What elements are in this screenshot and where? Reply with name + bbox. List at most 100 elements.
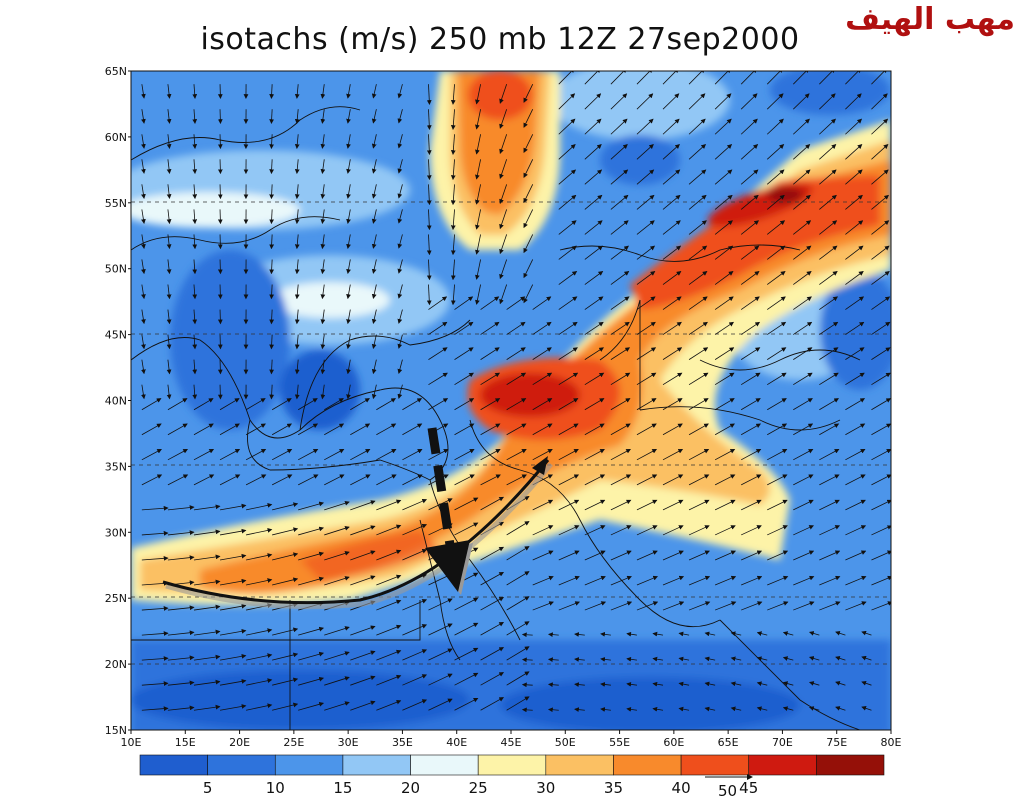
wind-vector (219, 704, 247, 711)
wind-vector (730, 681, 742, 687)
wind-vector (454, 697, 479, 711)
wind-vector (193, 529, 221, 536)
wind-vector (730, 631, 742, 637)
wind-vector (819, 449, 840, 461)
wind-vector (193, 423, 214, 436)
wind-vector (480, 423, 501, 436)
wind-vector (350, 474, 371, 486)
wind-vector (558, 271, 578, 285)
wind-vector (819, 601, 841, 611)
map-title: isotachs (m/s) 250 mb 12Z 27sep2000 (200, 22, 800, 57)
wind-vector (346, 284, 351, 300)
wind-vector (141, 631, 169, 636)
wind-vector (141, 159, 146, 174)
dashed-descent-arrow (427, 427, 455, 546)
wind-vector (688, 449, 710, 461)
wind-vector (294, 159, 300, 175)
wind-vector (475, 184, 481, 205)
wind-vector (558, 245, 577, 260)
wind-vector (167, 505, 195, 511)
wind-vector (166, 309, 172, 325)
wind-vector (740, 474, 762, 486)
wind-vector (219, 653, 247, 661)
wind-vector (166, 259, 172, 275)
wind-vector (219, 628, 247, 636)
wind-vector (397, 309, 403, 324)
wind-vector (320, 334, 326, 350)
wind-vector (192, 284, 198, 300)
wind-vector (350, 500, 376, 511)
wind-vector (740, 347, 761, 360)
wind-vector (298, 526, 324, 536)
wind-vector (428, 372, 448, 386)
wind-vector (636, 474, 658, 486)
wind-vector (652, 706, 664, 712)
wind-vector (532, 449, 553, 461)
wind-vector (141, 234, 146, 250)
wind-vector (610, 372, 631, 386)
wind-vector (532, 550, 554, 561)
wind-vector (298, 576, 324, 586)
wind-vector (192, 309, 198, 325)
wind-vector (767, 550, 789, 561)
wind-vector (397, 359, 403, 374)
wind-vector (584, 550, 606, 561)
wind-vector (819, 575, 841, 586)
wind-vector (756, 706, 768, 712)
wind-vector (141, 134, 146, 149)
lat-tick-label: 65N (105, 65, 127, 78)
wind-vector (662, 347, 683, 360)
wind-vector (662, 449, 684, 461)
wind-vector (454, 347, 474, 360)
wind-vector (636, 194, 655, 210)
wind-vector (584, 449, 605, 461)
wind-vector (610, 550, 632, 561)
wind-vector (320, 209, 326, 225)
wind-vector (141, 606, 169, 611)
wind-vector (506, 696, 530, 711)
wind-vector (294, 209, 300, 225)
wind-vector (167, 605, 195, 611)
wind-vector (192, 134, 198, 150)
wind-vector (166, 384, 172, 400)
wind-vector (740, 449, 762, 461)
wind-vector (740, 169, 759, 185)
wind-vector (793, 474, 814, 486)
wind-vector (558, 169, 577, 185)
wind-vector (819, 525, 841, 536)
wind-vector (499, 134, 508, 154)
wind-vector (523, 159, 534, 179)
wind-vector (584, 398, 605, 411)
wind-vector (402, 674, 428, 686)
jet-path-arrow (165, 462, 553, 610)
wind-vector (610, 271, 630, 285)
wind-vector (678, 706, 690, 712)
wind-vector (346, 384, 351, 400)
wind-vector (428, 321, 448, 335)
wind-vector (141, 555, 169, 561)
wind-vector (428, 648, 453, 661)
colorbar-tick-label: 40 (672, 779, 691, 797)
wind-vector (324, 500, 350, 511)
wind-vector (819, 245, 838, 260)
wind-vector (324, 551, 350, 561)
wind-vector (294, 84, 300, 99)
wind-vector (688, 93, 706, 110)
wind-vector (428, 449, 449, 461)
wind-vector (584, 220, 603, 235)
wind-vector (652, 681, 664, 687)
wind-vector (245, 398, 266, 411)
wind-vector (141, 656, 169, 661)
wind-vector (767, 321, 787, 335)
wind-vector (808, 681, 820, 686)
wind-vector (246, 703, 273, 711)
wind-vector (688, 575, 711, 586)
wind-vector (584, 575, 606, 586)
wind-vector (714, 93, 732, 110)
colorbar-segment (477, 754, 547, 776)
wind-vector (871, 245, 890, 260)
longitude-labels: 10E 15E 20E 25E 30E 35E 40E 45E 50E 55E 60E 65E 70E 7… (121, 730, 902, 749)
wind-vector (636, 296, 656, 310)
wind-vector (636, 423, 657, 436)
wind-vector (269, 334, 275, 350)
